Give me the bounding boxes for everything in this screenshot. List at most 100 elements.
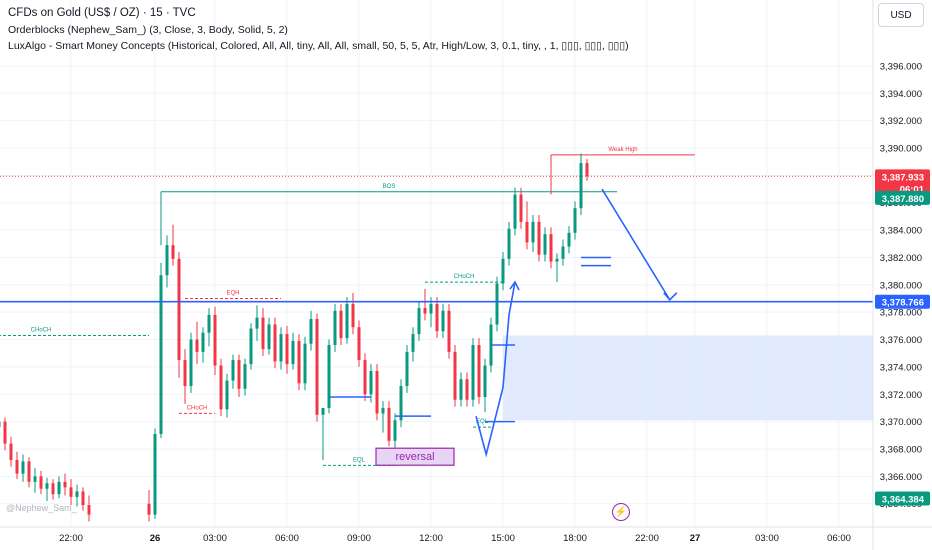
candle-body — [387, 407, 391, 441]
candle-body — [27, 461, 31, 482]
projection-arrowhead — [509, 280, 520, 291]
flash-icon[interactable]: ⚡ — [612, 503, 630, 521]
candle-body — [459, 379, 463, 400]
candle-body — [495, 283, 499, 325]
x-tick-label: 03:00 — [755, 533, 779, 544]
time-axis-bg — [0, 527, 932, 550]
candle-body — [243, 364, 247, 389]
candle-body — [69, 487, 73, 497]
candle-body — [345, 303, 349, 339]
author-watermark: @Nephew_Sam_ — [6, 503, 77, 513]
candle-body — [159, 275, 163, 434]
x-tick-label: 12:00 — [419, 533, 443, 544]
indicator-smc[interactable]: LuxAlgo - Smart Money Concepts (Historic… — [8, 40, 629, 52]
y-tick-label: 3,368.000 — [880, 445, 922, 456]
candle-body — [147, 503, 151, 515]
x-tick-label: 06:00 — [827, 533, 851, 544]
reversal-label: reversal — [395, 451, 434, 463]
low-level-badge-bg — [875, 491, 930, 506]
y-tick-label: 3,370.000 — [880, 417, 922, 428]
candle-body — [291, 340, 295, 365]
candle-body — [255, 317, 259, 329]
candle-body — [213, 314, 217, 366]
y-tick-label: 3,384.000 — [880, 226, 922, 237]
indicator-orderblocks[interactable]: Orderblocks (Nephew_Sam_) (3, Close, 3, … — [8, 24, 288, 36]
y-tick-label: 3,376.000 — [880, 335, 922, 346]
candle-body — [375, 371, 379, 414]
candle-body — [165, 245, 169, 276]
x-tick-label: 26 — [150, 533, 161, 544]
candle-body — [381, 407, 385, 414]
candle-body — [0, 421, 1, 428]
candle-body — [171, 245, 175, 259]
candle-body — [219, 365, 223, 410]
structure-levels: BOS CHoCH CHoCH EQH CHoCH Weak High EQL EQL — [0, 147, 873, 466]
drawings: reversal — [0, 188, 873, 466]
x-tick-label: 27 — [690, 533, 701, 544]
candle-body — [573, 208, 577, 233]
candle-body — [279, 334, 283, 362]
candle-body — [411, 334, 415, 352]
candle-body — [303, 343, 307, 384]
candle-body — [513, 194, 517, 229]
candle-body — [393, 420, 397, 441]
grid-lines — [0, 0, 873, 527]
y-tick-label: 3,372.000 — [880, 390, 922, 401]
candle-body — [483, 365, 487, 398]
demand-zone — [503, 335, 873, 421]
candle-body — [39, 476, 43, 489]
candle-body — [441, 310, 445, 332]
currency-button[interactable]: USD — [878, 3, 924, 27]
candle-body — [9, 443, 13, 460]
candle-body — [453, 351, 457, 400]
structure-label: CHoCH — [454, 274, 475, 280]
candle-body — [183, 360, 187, 387]
candle-body — [531, 221, 535, 243]
candle-body — [33, 476, 37, 482]
support-badge-text: 3,378.766 — [882, 298, 924, 309]
candle-body — [201, 332, 205, 352]
candle-body — [309, 319, 313, 344]
candle-body — [525, 221, 529, 243]
candle-body — [321, 407, 325, 415]
candle-body — [267, 324, 271, 350]
candle-body — [177, 258, 181, 361]
green-level-badge-bg — [875, 190, 930, 205]
candle-body — [579, 163, 583, 209]
y-tick-label: 3,394.000 — [880, 89, 922, 100]
candle-body — [153, 433, 157, 515]
structure-label: CHoCH — [31, 327, 52, 333]
candle-body — [363, 360, 367, 395]
candle-series — [0, 153, 589, 522]
y-tick-label: 3,378.000 — [880, 308, 922, 319]
candle-body — [537, 221, 541, 255]
candle-body — [339, 310, 343, 339]
candle-body — [567, 232, 571, 247]
candle-body — [45, 483, 49, 489]
green-level-badge-text: 3,387.880 — [882, 194, 924, 205]
y-tick-label: 3,392.000 — [880, 116, 922, 127]
candle-body — [369, 371, 373, 395]
candle-body — [585, 163, 589, 177]
x-tick-label: 15:00 — [491, 533, 515, 544]
x-tick-label: 09:00 — [347, 533, 371, 544]
candle-body — [297, 340, 301, 384]
candle-body — [57, 481, 61, 495]
candle-body — [21, 461, 25, 474]
candle-body — [195, 339, 199, 352]
x-tick-label: 22:00 — [635, 533, 659, 544]
candle-body — [249, 328, 253, 365]
candle-body — [225, 380, 229, 410]
candle-body — [417, 308, 421, 335]
candle-body — [501, 258, 505, 284]
last-price-badge-text: 06:01 — [900, 184, 925, 195]
candle-body — [207, 314, 211, 333]
candle-body — [261, 317, 265, 350]
forecast-arrowhead — [663, 292, 678, 302]
candle-body — [327, 345, 331, 408]
forecast-arrow-line — [601, 188, 671, 301]
candle-body — [189, 339, 193, 387]
structure-label: EQL — [353, 457, 366, 463]
